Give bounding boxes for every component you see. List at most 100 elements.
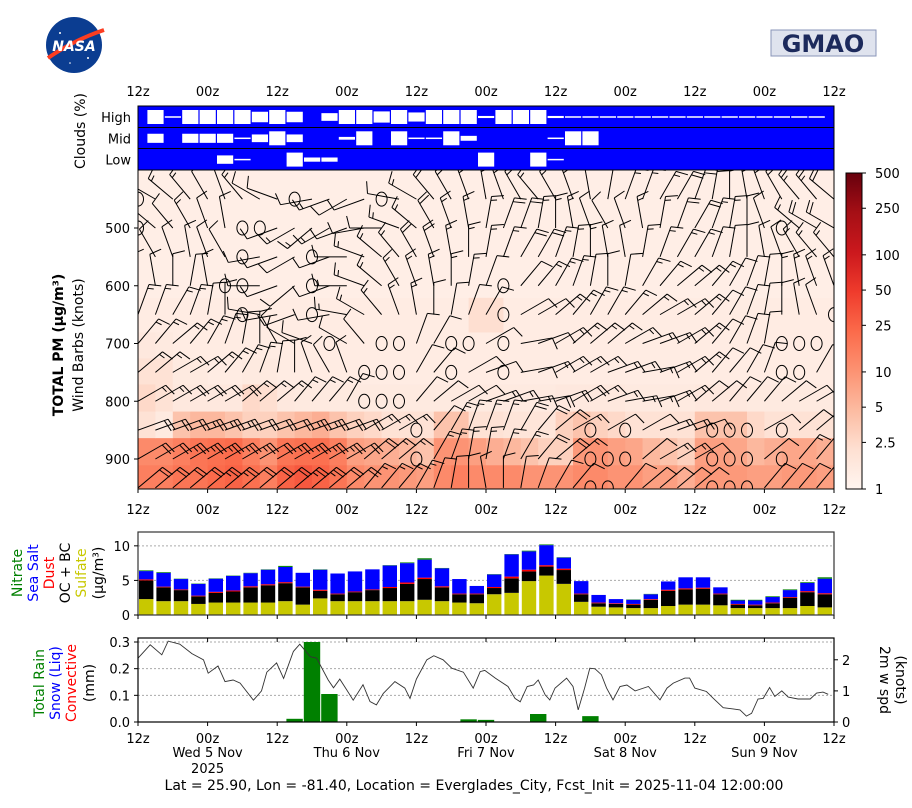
wind-y-tick-label: 2 (842, 654, 850, 669)
pm-heatmap-cell (260, 332, 278, 358)
aerosol-bar-sea-salt (783, 590, 797, 597)
cloud-fraction-box (234, 138, 250, 140)
pm-heatmap-cell (382, 358, 400, 384)
pm-heatmap-cell (416, 465, 434, 489)
wind-barb-shaft (132, 254, 138, 286)
aerosol-bar-oc-bc (522, 571, 536, 581)
pm-heatmap-cell (469, 297, 487, 332)
pm-heatmap-cell (260, 438, 278, 466)
aerosol-bar-nitrate (748, 600, 762, 601)
pm-heatmap-cell (469, 384, 487, 412)
cloud-fraction-box (565, 116, 581, 118)
pm-heatmap-cell (382, 297, 400, 332)
bottom-time-tick-label: 12z (266, 732, 290, 747)
cloud-fraction-box (234, 159, 250, 161)
aerosol-bar-oc-bc (243, 587, 257, 602)
pm-heatmap-cell (503, 171, 521, 298)
aerosol-bar-sea-salt (591, 595, 605, 603)
aerosol-bar-dust (261, 584, 275, 585)
cloud-fraction-box (304, 158, 320, 162)
aerosol-bar-sea-salt (174, 579, 188, 589)
wind-barb-half (652, 173, 658, 174)
day-label: Sun 9 Nov (731, 746, 798, 761)
aerosol-bar-sea-salt (470, 586, 484, 594)
pm-heatmap-cell (312, 171, 330, 298)
aerosol-bar-sea-salt (348, 571, 362, 591)
aerosol-bar-oc-bc (678, 589, 692, 604)
cloud-fraction-box (147, 134, 163, 143)
aerosol-bar-sea-salt (296, 573, 310, 587)
pm-heatmap-cell (521, 297, 539, 332)
pm-heatmap-cell (329, 297, 347, 332)
aerosol-bar-sea-salt (417, 560, 431, 578)
cloud-fraction-box (321, 113, 337, 121)
cloud-fraction-box (635, 116, 651, 118)
aerosol-bar-dust (330, 594, 344, 595)
cloud-fraction-box (443, 110, 459, 124)
aerosol-bar-oc-bc (539, 567, 553, 576)
aerosol-bar-sulfate (400, 601, 414, 615)
aerosol-bar-oc-bc (139, 580, 153, 599)
wind-y-tick-label: 0 (842, 716, 850, 731)
aerosol-axis-label: Sea Salt (26, 544, 42, 602)
aerosol-bar-nitrate (522, 551, 536, 552)
aerosol-bar-dust (400, 582, 414, 583)
pm-heatmap-cell (138, 297, 156, 332)
aerosol-bar-sea-salt (383, 566, 397, 587)
mid-time-tick-label: 12z (683, 503, 707, 518)
pm-heatmap-cell (817, 438, 835, 466)
mid-time-tick-label: 12z (822, 503, 846, 518)
cloud-fraction-box (687, 116, 703, 118)
pm-heatmap-cell (625, 438, 643, 466)
aerosol-bar-sulfate (765, 608, 779, 615)
aerosol-bar-sulfate (487, 594, 501, 615)
aerosol-bar-dust (678, 588, 692, 589)
aerosol-bar-oc-bc (713, 594, 727, 605)
top-time-tick-label: 00z (474, 85, 498, 100)
top-time-tick-label: 12z (266, 85, 290, 100)
aerosol-bar-dust (139, 579, 153, 580)
aerosol-bar-sulfate (209, 603, 223, 615)
colorbar-tick-label: 250 (875, 202, 900, 217)
aerosol-bar-oc-bc (487, 588, 501, 594)
aerosol-panel-frame (138, 532, 834, 615)
pm-heatmap-cell (782, 358, 800, 384)
pm-heatmap-cell (503, 465, 521, 489)
cloud-fraction-box (582, 116, 598, 118)
aerosol-bar-nitrate (783, 589, 797, 590)
aerosol-bar-oc-bc (783, 598, 797, 608)
aerosol-bar-sea-salt (400, 563, 414, 582)
pm-heatmap-cell (538, 438, 556, 466)
aerosol-bar-nitrate (139, 570, 153, 571)
cloud-fraction-box (548, 138, 564, 140)
pm-y-tick-label: 800 (105, 395, 130, 410)
aerosol-bar-sea-salt (243, 573, 257, 586)
aerosol-bar-sea-salt (330, 574, 344, 594)
pm-heatmap-cell (625, 332, 643, 358)
aerosol-bar-oc-bc (400, 584, 414, 601)
bottom-time-tick-label: 00z (196, 732, 220, 747)
pm-heatmap-cell (190, 332, 208, 358)
pm-heatmap-cell (312, 438, 330, 466)
aerosol-bar-sulfate (296, 605, 310, 615)
aerosol-bar-sulfate (243, 603, 257, 615)
colorbar (846, 173, 862, 489)
cloud-fraction-box (339, 137, 355, 140)
aerosol-axis-label: (μg/m³) (91, 547, 107, 600)
pm-heatmap-cell (155, 332, 173, 358)
aerosol-bar-sulfate (678, 605, 692, 615)
cloud-fraction-box (374, 111, 390, 122)
day-label: Wed 5 Nov (172, 746, 243, 761)
aerosol-bar-nitrate (417, 558, 431, 559)
cloud-fraction-box (200, 110, 216, 124)
aerosol-bar-sulfate (626, 608, 640, 615)
pm-heatmap-cell (521, 332, 539, 358)
bottom-time-tick-label: 12z (405, 732, 429, 747)
aerosol-bar-sulfate (731, 608, 745, 615)
mid-time-tick-label: 12z (126, 503, 150, 518)
wind-barb-half (338, 241, 339, 247)
aerosol-bar-dust (783, 597, 797, 598)
aerosol-bar-dust (800, 591, 814, 592)
pm-heatmap-cell (730, 465, 748, 489)
